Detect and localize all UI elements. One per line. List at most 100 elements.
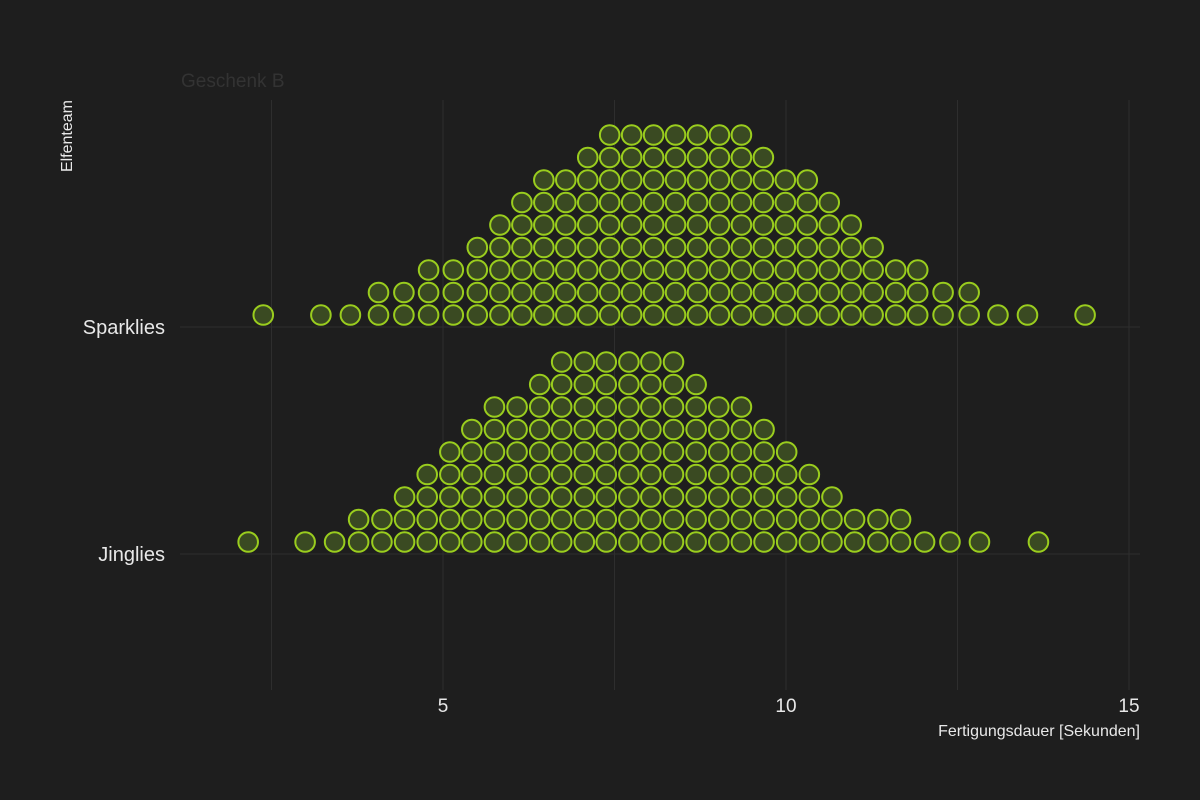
dot-sparklies xyxy=(796,304,819,326)
dot-sparklies xyxy=(620,214,643,236)
dot-jinglies xyxy=(550,373,573,396)
dot-sparklies xyxy=(730,169,753,191)
dot-sparklies xyxy=(576,281,599,304)
dot-jinglies xyxy=(483,396,506,418)
dot-sparklies xyxy=(884,259,907,281)
dot-sparklies xyxy=(310,304,332,326)
dot-sparklies xyxy=(489,214,511,236)
chart-subtitle: Geschenk B xyxy=(181,71,285,92)
dot-jinglies xyxy=(550,531,573,553)
dot-jinglies xyxy=(640,531,662,553)
dot-sparklies xyxy=(598,236,621,259)
dot-jinglies xyxy=(685,396,707,418)
dot-sparklies xyxy=(708,146,731,169)
dot-sparklies xyxy=(686,191,709,214)
dot-sparklies xyxy=(686,304,709,326)
dot-jinglies xyxy=(685,531,707,553)
dot-sparklies xyxy=(417,304,440,326)
dot-jinglies xyxy=(640,418,662,441)
dot-jinglies xyxy=(371,508,393,531)
dot-sparklies xyxy=(906,281,929,304)
dot-jinglies xyxy=(843,531,866,553)
dot-sparklies xyxy=(730,281,753,304)
dot-sparklies xyxy=(393,304,415,326)
dot-sparklies xyxy=(576,304,599,326)
dot-sparklies xyxy=(958,281,980,304)
dot-sparklies xyxy=(466,236,489,259)
dot-sparklies xyxy=(642,259,665,281)
y-tick-label: Jinglies xyxy=(98,544,165,566)
dot-jinglies xyxy=(867,531,889,553)
dot-sparklies xyxy=(466,304,489,326)
y-tick-label: Sparklies xyxy=(83,317,165,339)
dot-jinglies xyxy=(461,486,483,508)
dot-jinglies xyxy=(461,441,483,463)
dot-jinglies xyxy=(573,508,596,531)
dot-jinglies xyxy=(506,418,528,441)
dot-jinglies xyxy=(416,463,439,486)
dot-jinglies xyxy=(913,531,936,553)
dot-jinglies xyxy=(618,396,640,418)
dot-jinglies xyxy=(595,463,618,486)
x-tick-label: 15 xyxy=(1118,696,1139,717)
dot-sparklies xyxy=(840,259,862,281)
dot-jinglies xyxy=(393,531,416,553)
dot-sparklies xyxy=(708,259,731,281)
dot-sparklies xyxy=(752,236,775,259)
dot-jinglies xyxy=(506,463,528,486)
dot-sparklies xyxy=(511,304,533,326)
dot-jinglies xyxy=(640,351,662,373)
dot-jinglies xyxy=(595,441,618,463)
dot-sparklies xyxy=(708,304,731,326)
dot-jinglies xyxy=(237,531,259,553)
y-tick-labels: Sparklies Jinglies xyxy=(83,317,165,566)
dot-jinglies xyxy=(573,351,596,373)
dot-sparklies xyxy=(554,214,577,236)
dot-jinglies xyxy=(685,373,707,396)
dot-jinglies xyxy=(618,531,640,553)
dot-jinglies xyxy=(483,463,506,486)
dot-jinglies xyxy=(798,508,821,531)
dot-jinglies xyxy=(730,396,753,418)
dot-sparklies xyxy=(489,281,511,304)
dot-sparklies xyxy=(576,214,599,236)
dot-sparklies xyxy=(1016,304,1039,326)
dot-jinglies xyxy=(439,531,461,553)
dot-sparklies xyxy=(752,281,775,304)
dot-jinglies xyxy=(685,463,707,486)
dot-sparklies xyxy=(598,281,621,304)
dot-jinglies xyxy=(595,508,618,531)
dot-jinglies xyxy=(439,508,461,531)
dot-sparklies xyxy=(686,281,709,304)
dot-sparklies xyxy=(730,236,753,259)
dot-jinglies xyxy=(775,531,798,553)
dot-sparklies xyxy=(367,304,390,326)
dot-sparklies xyxy=(752,191,775,214)
dot-jinglies xyxy=(707,418,730,441)
dot-jinglies xyxy=(821,508,843,531)
dot-sparklies xyxy=(598,259,621,281)
dot-jinglies xyxy=(483,508,506,531)
dot-sparklies xyxy=(774,191,797,214)
dot-jinglies xyxy=(753,508,775,531)
dot-sparklies xyxy=(664,169,687,191)
dot-sparklies xyxy=(796,281,819,304)
dot-sparklies xyxy=(642,304,665,326)
dot-sparklies xyxy=(752,304,775,326)
dot-jinglies xyxy=(662,531,685,553)
dot-sparklies xyxy=(367,281,390,304)
dot-sparklies xyxy=(533,214,555,236)
dot-jinglies xyxy=(595,486,618,508)
dot-jinglies xyxy=(753,463,775,486)
dot-jinglies xyxy=(550,396,573,418)
dot-jinglies xyxy=(753,486,775,508)
dot-sparklies xyxy=(466,281,489,304)
dot-sparklies xyxy=(442,304,465,326)
x-tick-labels: 5 10 15 xyxy=(438,696,1140,717)
dot-sparklies xyxy=(708,191,731,214)
dot-sparklies xyxy=(884,281,907,304)
dot-sparklies xyxy=(642,191,665,214)
dot-sparklies xyxy=(708,214,731,236)
dot-sparklies xyxy=(620,259,643,281)
dot-sparklies xyxy=(417,281,440,304)
